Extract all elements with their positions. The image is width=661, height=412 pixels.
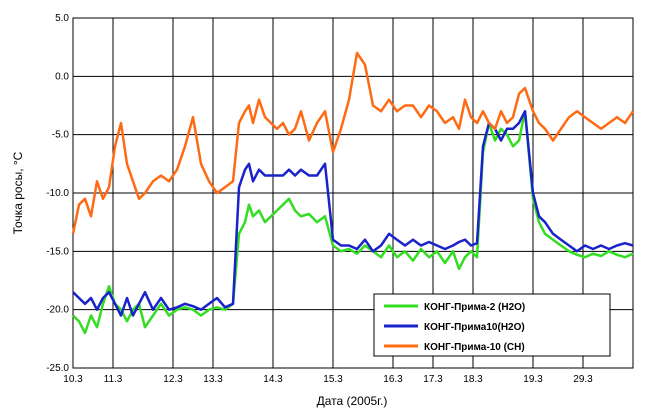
y-axis-label: Точка росы, °С (11, 151, 25, 234)
x-tick-label: 19.3 (523, 374, 543, 385)
legend-label-0: КОНГ-Прима-2 (H2O) (424, 302, 525, 313)
x-tick-label: 12.3 (163, 374, 183, 385)
series-line-1 (72, 110, 634, 317)
series-line-2 (71, 51, 635, 235)
y-tick-label: -15.0 (46, 246, 69, 257)
y-tick-label: -5.0 (52, 130, 70, 141)
y-tick-label: 5.0 (55, 13, 69, 24)
x-tick-label: 13.3 (203, 374, 223, 385)
x-tick-label: 15.3 (323, 374, 343, 385)
y-tick-label: 0.0 (55, 71, 69, 82)
x-tick-label: 16.3 (383, 374, 403, 385)
y-tick-label: -10.0 (46, 188, 69, 199)
x-tick-label: 18.3 (463, 374, 483, 385)
x-tick-label: 10.3 (63, 374, 83, 385)
y-tick-label: -25.0 (46, 363, 69, 374)
x-tick-label: 29.3 (573, 374, 593, 385)
x-tick-label: 17.3 (423, 374, 443, 385)
series-group (71, 51, 635, 335)
y-axis-ticks: 5.0 0.0 -5.0 -10.0 -15.0 -20.0 -25.0 (46, 13, 69, 374)
x-tick-label: 11.3 (104, 374, 123, 385)
legend: КОНГ-Прима-2 (H2O) КОНГ-Прима10(H2O) КОНГ-… (373, 293, 611, 357)
x-tick-label: 14.3 (263, 374, 283, 385)
y-tick-label: -20.0 (46, 305, 69, 316)
x-axis-label: Дата (2005г.) (317, 394, 388, 408)
legend-label-2: КОНГ-Прима-10 (CH) (424, 342, 525, 353)
legend-label-1: КОНГ-Прима10(H2O) (424, 322, 525, 333)
x-axis-ticks: 10.3 11.3 12.3 13.3 14.3 15.3 16.3 17.3 18.3 19.3… (63, 374, 593, 385)
